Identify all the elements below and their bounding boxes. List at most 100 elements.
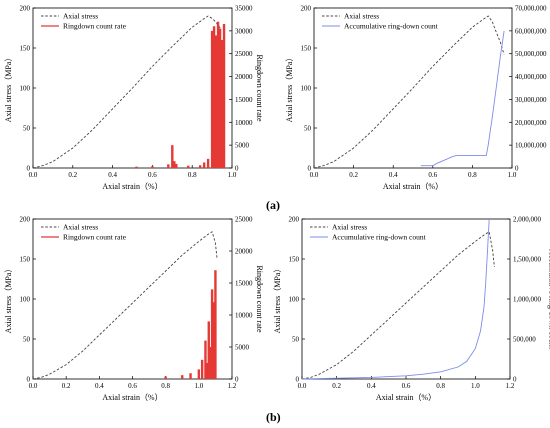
a-left-count-rate-bar	[214, 35, 218, 168]
b-right-y-tick-label: 100	[289, 296, 300, 304]
a-left-y-tick-label: 50	[23, 125, 31, 133]
a-left-legend-label: Axial stress	[63, 12, 98, 21]
b-left-count-rate-bar	[200, 359, 204, 379]
b-right-y-tick-label: 200	[289, 216, 300, 224]
a-left-y-tick-label: 150	[20, 45, 31, 53]
a-left-count-rate-bar	[135, 166, 138, 168]
b-right-x-tick-label: 0.8	[436, 382, 445, 390]
a-right-y2-tick-label: 40,000,000	[515, 73, 547, 81]
a-left-y-tick-label: 100	[20, 85, 31, 93]
panel-label-a: (a)	[266, 198, 280, 212]
a-left-x-tick-label: 0.4	[108, 171, 117, 179]
b-left-count-rate-bar	[197, 369, 201, 379]
a-right-y2-tick-label: 0	[515, 165, 519, 173]
a-right-x-tick-label: 0.8	[468, 171, 477, 179]
b-right-plot-frame	[301, 218, 511, 380]
b-left-count-rate-bar	[189, 373, 192, 379]
a-left-x-tick-label: 1.0	[228, 171, 237, 179]
b-left-count-rate-bar	[207, 321, 210, 379]
b-left-y2-tick-label: 20000	[235, 248, 253, 256]
b-right-y-axis-title: Axial stress（MPa）	[273, 265, 282, 334]
b-left-x-tick-label: 0.8	[161, 382, 170, 390]
b-left-plot-frame	[32, 218, 233, 380]
a-left-count-rate-bar	[173, 161, 176, 168]
b-left-y-tick-label: 50	[23, 336, 31, 344]
a-right-accumulative-count-line	[420, 30, 505, 167]
a-left-count-rate-bar	[210, 30, 214, 168]
a-left-y2-tick-label: 25000	[235, 50, 253, 58]
b-left-count-rate-bar	[204, 340, 207, 379]
a-left-count-rate-bar	[206, 158, 210, 168]
a-left-count-rate-bar	[187, 165, 190, 168]
b-left-y2-tick-label: 0	[235, 376, 239, 384]
a-right-x-tick-label: 0.0	[310, 171, 319, 179]
a-left-y2-tick-label: 5000	[235, 142, 250, 150]
b-left-x-tick-label: 1.2	[228, 382, 237, 390]
a-left-y-tick-label: 0	[27, 165, 31, 173]
b-right-y2-tick-label: 2,000,000	[513, 216, 542, 224]
a-right-y-tick-label: 50	[304, 125, 312, 133]
a-left-x-tick-label: 0.8	[188, 171, 197, 179]
a-left-x-axis-title: Axial strain（%）	[102, 182, 162, 191]
b-left-y-tick-label: 0	[27, 376, 31, 384]
b-left-legend-label: Ringdown count rate	[63, 233, 127, 242]
a-left-legend-label: Ringdown count rate	[63, 22, 127, 31]
b-right-accumulative-count-line	[301, 218, 490, 380]
a-right-y-tick-label: 100	[301, 85, 312, 93]
b-left-y-tick-label: 100	[20, 296, 31, 304]
a-left-y2-tick-label: 15000	[235, 96, 253, 104]
a-right-x-tick-label: 0.2	[349, 171, 358, 179]
chart-a-left: 0.0 0.2 0.4 0.6 0.8 1.00501001502000500010000…	[4, 5, 264, 192]
a-right-y2-tick-label: 70,000,000	[515, 5, 547, 13]
panel-label-b: (b)	[266, 410, 281, 424]
a-left-y-tick-label: 200	[20, 5, 31, 13]
a-left-y2-axis-title: Ringdown count rate	[255, 54, 264, 122]
a-left-count-rate-bar	[218, 28, 222, 169]
a-right-legend-label: Axial stress	[344, 12, 379, 21]
b-right-x-tick-label: 0.0	[298, 382, 307, 390]
a-right-y2-tick-label: 10,000,000	[515, 142, 547, 150]
b-right-y2-tick-label: 1,500,000	[513, 256, 542, 264]
a-right-axial-stress-line	[313, 15, 505, 169]
b-left-x-tick-label: 0.6	[128, 382, 137, 390]
a-right-x-tick-label: 1.0	[508, 171, 517, 179]
a-left-count-rate-bar	[151, 166, 154, 168]
b-left-y2-tick-label: 5000	[235, 344, 250, 352]
a-left-count-rate-bar	[220, 40, 224, 168]
b-left-legend-label: Axial stress	[63, 223, 98, 232]
b-left-x-tick-label: 0.0	[29, 382, 38, 390]
b-left-y2-axis-title: Ringdown count rate	[255, 265, 264, 333]
b-right-y2-tick-label: 500,000	[513, 336, 536, 344]
b-right-x-tick-label: 1.0	[471, 382, 480, 390]
b-right-axial-stress-line	[301, 231, 495, 380]
b-right-x-axis-title: Axial strain（%）	[376, 393, 436, 402]
chart-b-left: 0.0 0.2 0.4 0.6 0.8 1.0 1.20501001502000500010…	[4, 216, 264, 403]
a-right-y-axis-title: Axial stress（MPa）	[285, 54, 294, 123]
a-left-x-tick-label: 0.0	[29, 171, 38, 179]
b-right-y2-tick-label: 1,000,000	[513, 296, 542, 304]
a-left-count-rate-bar	[171, 145, 174, 168]
b-right-x-tick-label: 1.2	[506, 382, 515, 390]
b-left-x-tick-label: 0.2	[62, 382, 71, 390]
b-left-x-tick-label: 0.4	[95, 382, 104, 390]
a-left-count-rate-bar	[212, 26, 216, 168]
chart-b-right: 0.0 0.2 0.4 0.6 0.8 1.0 1.20501001502000500,00…	[273, 216, 550, 403]
a-right-y2-tick-label: 30,000,000	[515, 96, 547, 104]
a-left-y2-tick-label: 35000	[235, 5, 253, 13]
b-right-y2-tick-label: 0	[513, 376, 517, 384]
b-left-y2-tick-label: 15000	[235, 280, 253, 288]
a-right-y2-tick-label: 60,000,000	[515, 27, 547, 35]
b-left-y2-tick-label: 10000	[235, 312, 253, 320]
a-left-y2-tick-label: 30000	[235, 27, 253, 35]
a-right-y-tick-label: 200	[301, 5, 312, 13]
a-left-count-rate-bar	[198, 165, 202, 168]
a-right-legend-label: Accumulative ring-down count	[344, 22, 439, 31]
b-left-count-rate-bar	[212, 302, 215, 379]
b-left-count-rate-bar	[205, 363, 209, 379]
b-right-legend-label: Accumulative ring-down count	[332, 233, 427, 242]
a-left-x-tick-label: 0.2	[68, 171, 77, 179]
b-left-y2-tick-label: 25000	[235, 216, 253, 224]
a-left-y2-tick-label: 0	[235, 165, 239, 173]
b-left-count-rate-bar	[164, 376, 167, 379]
